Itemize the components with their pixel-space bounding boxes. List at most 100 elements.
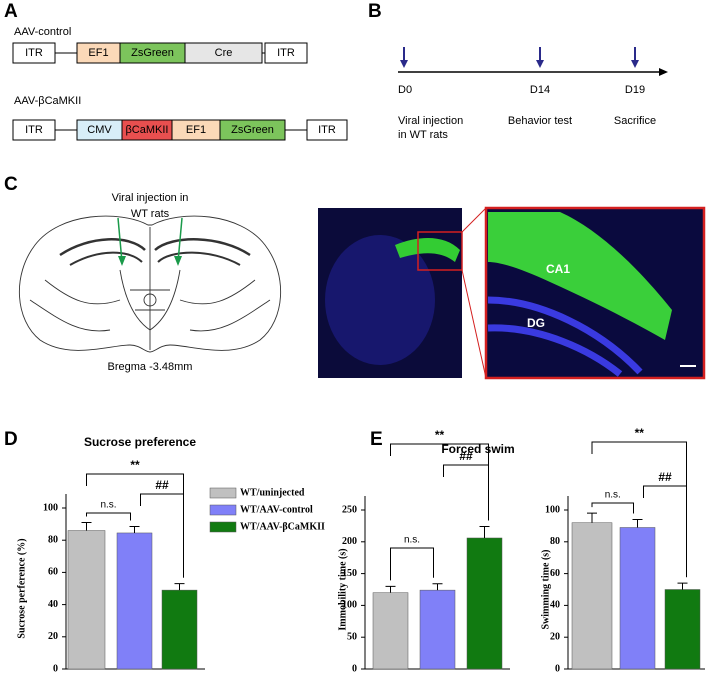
element-label: ZsGreen (131, 47, 174, 59)
significance-label: ** (130, 458, 140, 472)
injection-arrowhead (174, 256, 182, 266)
element-label: EF1 (186, 124, 206, 136)
significance-label: n.s. (404, 535, 420, 546)
error-bar (129, 526, 140, 533)
y-axis-label: Swimming time (s) (540, 550, 551, 630)
panel-label: D (4, 429, 18, 450)
error-bar (632, 519, 643, 528)
error-bar (587, 512, 597, 523)
ca1-signal (395, 238, 460, 262)
event-label: in WT rats (398, 129, 448, 141)
significance-bracket (140, 493, 184, 578)
y-tick-label: 200 (342, 536, 357, 547)
significance-bracket (86, 512, 131, 521)
y-tick-label: 250 (342, 504, 357, 515)
legend-label: WT/uninjected (240, 487, 305, 498)
legend-label: WT/AAV-control (240, 504, 313, 515)
y-tick-label: 40 (550, 600, 560, 611)
bar (571, 522, 613, 670)
event-label: Behavior test (508, 115, 572, 127)
y-tick-label: 60 (550, 568, 560, 579)
significance-bracket (591, 502, 634, 514)
region-label: DG (527, 316, 545, 330)
significance-label: n.s. (605, 490, 621, 501)
bar (664, 589, 701, 670)
y-tick-label: 0 (352, 663, 357, 674)
time-arrowhead (536, 60, 544, 68)
panel-label: B (368, 1, 382, 22)
element-label: ITR (277, 47, 295, 59)
event-label: Viral injection (398, 115, 463, 127)
bar (116, 532, 153, 670)
construct-element (306, 119, 348, 141)
y-axis-label: Immobility time (s) (337, 548, 348, 630)
y-tick-label: 40 (48, 599, 58, 610)
timeline-arrowhead (659, 68, 668, 76)
bar (161, 589, 198, 670)
event-label: Sacrifice (614, 115, 656, 127)
bar (67, 530, 106, 670)
y-tick-label: 80 (550, 536, 560, 547)
element-label: EF1 (88, 47, 108, 59)
error-bar (677, 582, 688, 590)
element-label: CMV (87, 124, 112, 136)
construct-element (12, 42, 56, 64)
y-tick-label: 150 (342, 568, 357, 579)
significance-label: ** (435, 428, 445, 442)
element-label: ITR (25, 124, 43, 136)
day-label: D0 (398, 84, 412, 96)
significance-label: ** (635, 426, 645, 440)
y-tick-label: 100 (43, 502, 58, 513)
element-label: ITR (25, 47, 43, 59)
brain-section (325, 235, 435, 365)
dg-band (487, 296, 643, 377)
element-label: ZsGreen (231, 124, 274, 136)
bar (466, 537, 503, 670)
element-label: Cre (215, 47, 233, 59)
day-label: D14 (530, 84, 550, 96)
significance-label: ## (658, 470, 672, 484)
y-tick-label: 0 (53, 663, 58, 674)
y-tick-label: 100 (342, 600, 357, 611)
significance-label: n.s. (100, 500, 116, 511)
time-arrowhead (400, 60, 408, 68)
panel-label: C (4, 174, 18, 195)
chart-title: Forced swim (441, 442, 514, 456)
bar (419, 589, 456, 670)
significance-label: ## (155, 478, 169, 492)
injection-arrowhead (118, 256, 126, 266)
injection-arrow (177, 217, 183, 263)
chart-title: Sucrose preference (84, 435, 196, 449)
error-bar (174, 583, 185, 591)
error-bar (81, 521, 92, 531)
panel-label: A (4, 1, 18, 22)
significance-bracket (643, 485, 687, 578)
panel-label: E (370, 429, 383, 450)
construct-element (264, 42, 308, 64)
time-arrowhead (631, 60, 639, 68)
legend-label: WT/AAV-βCaMKII (240, 521, 325, 532)
y-axis-label: Sucrose perference (%) (16, 538, 27, 638)
ca1-band (488, 212, 672, 340)
construct-element (184, 42, 263, 64)
construct-element (12, 119, 56, 141)
legend-swatch (209, 487, 237, 499)
error-bar (432, 583, 443, 591)
bregma-label: Bregma -3.48mm (108, 361, 193, 373)
construct-name: AAV-control (14, 26, 71, 38)
legend-swatch (209, 504, 237, 516)
bar (372, 592, 409, 670)
element-label: βCaMKII (125, 124, 168, 136)
significance-bracket (390, 547, 434, 581)
zoom-box (417, 231, 463, 271)
y-tick-label: 20 (48, 631, 58, 642)
y-tick-label: 80 (48, 534, 58, 545)
construct-element (219, 119, 286, 141)
day-label: D19 (625, 84, 645, 96)
element-label: ITR (318, 124, 336, 136)
legend-swatch (209, 521, 237, 533)
region-label: CA1 (546, 262, 570, 276)
brain-atlas (18, 215, 282, 353)
zoom-line (461, 269, 487, 379)
